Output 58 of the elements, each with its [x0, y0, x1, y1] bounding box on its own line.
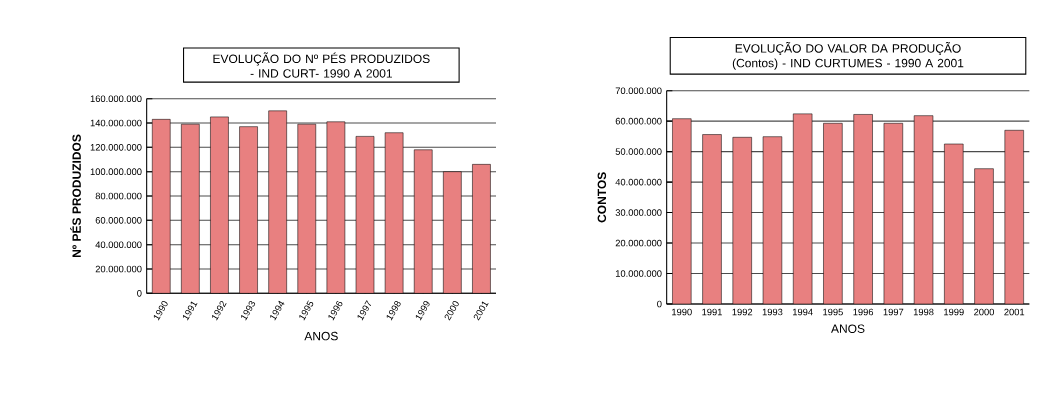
bar [326, 121, 346, 294]
y-tick-label: 140.000.000 [90, 119, 142, 127]
bar [443, 171, 462, 294]
bar [181, 123, 200, 294]
x-tick-label: 1991 [702, 308, 722, 316]
x-tick-label: 2001 [1004, 308, 1025, 316]
y-tick-label: 160.000.000 [90, 95, 142, 102]
chart-title: EVOLUÇÃO DO Nº PÉS PRODUZIDOS - IND CURT- 1990 A 2001 [213, 52, 430, 78]
bar [702, 134, 722, 304]
x-tick-label: 2000 [974, 308, 995, 316]
x-axis-title: ANOS [304, 331, 338, 341]
bar [384, 132, 404, 294]
bar [355, 136, 375, 294]
x-tick-label: 1993 [762, 308, 783, 316]
x-tick-label: 1997 [883, 308, 904, 316]
y-axis-title: CONTOS [597, 172, 607, 223]
x-tick-label: 1998 [913, 308, 934, 316]
x-tick-label: 1995 [823, 308, 843, 316]
bar [413, 149, 433, 294]
y-tick-label: 0 [137, 290, 142, 297]
x-tick-label: 1994 [793, 308, 813, 316]
y-tick-label: 30.000.000 [615, 209, 662, 216]
y-tick-label: 100.000.000 [90, 168, 142, 175]
y-tick-label: 40.000.000 [615, 178, 662, 186]
x-tick-label: 1992 [732, 308, 753, 316]
bar [793, 113, 813, 304]
y-tick-label: 50.000.000 [615, 148, 662, 155]
bar [1004, 130, 1024, 304]
x-axis-title: ANOS [831, 324, 865, 333]
y-tick-label: 40.000.000 [95, 241, 142, 248]
y-axis-title: Nº PÉS PRODUZIDOS [70, 134, 81, 258]
chart-title: EVOLUÇÃO DO VALOR DA PRODUÇÃO (Contos) - IND CURTUMES - 1990 A 2001 [732, 42, 964, 70]
bar [268, 110, 287, 294]
y-tick-label: 120.000.000 [90, 144, 142, 151]
bar [913, 115, 934, 304]
bar [210, 116, 229, 294]
bar [732, 137, 752, 304]
y-tick-label: 0 [657, 300, 662, 308]
y-tick-label: 60.000.000 [95, 217, 142, 224]
y-tick-label: 70.000.000 [615, 87, 662, 94]
y-tick-label: 20.000.000 [615, 239, 662, 247]
bar [762, 136, 783, 304]
y-tick-label: 60.000.000 [615, 117, 662, 125]
bar [239, 126, 258, 294]
bar [944, 143, 964, 304]
bar [974, 168, 994, 304]
y-tick-label: 80.000.000 [95, 192, 142, 200]
bar [472, 164, 491, 294]
x-tick-label: 1999 [944, 308, 964, 316]
y-tick-label: 10.000.000 [615, 270, 662, 277]
bar [853, 114, 873, 304]
bar [672, 118, 692, 304]
x-tick-label: 1990 [672, 308, 692, 316]
bar [297, 123, 317, 294]
x-tick-label: 1996 [853, 308, 874, 316]
y-tick-label: 20.000.000 [95, 265, 142, 273]
bar [883, 123, 904, 304]
bar [823, 123, 843, 304]
